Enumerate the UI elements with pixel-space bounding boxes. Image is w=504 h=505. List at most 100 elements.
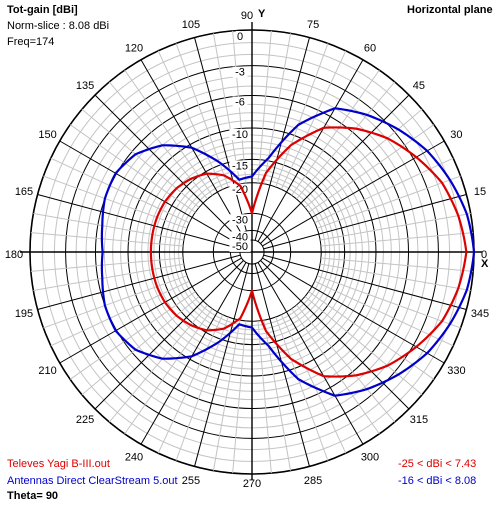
minor-spoke <box>257 320 272 474</box>
angle-tick-label: 345 <box>471 308 489 320</box>
legend-entry-2-range: -16 < dBi < 8.08 <box>398 475 477 487</box>
minor-spoke <box>33 212 184 241</box>
legend-entry-1-name: Televes Yagi B-III.out <box>7 458 110 470</box>
major-spoke <box>94 94 244 244</box>
minor-spoke <box>81 296 200 396</box>
radial-tick-backing <box>232 66 248 78</box>
major-spoke <box>194 37 250 241</box>
major-spoke <box>260 94 410 244</box>
angle-tick-label: 150 <box>38 129 56 141</box>
minor-spoke <box>81 108 200 208</box>
radial-tick-label: -10 <box>232 129 248 141</box>
minor-spoke <box>50 157 190 224</box>
major-spoke <box>59 257 242 364</box>
major-spoke <box>263 194 467 250</box>
major-spoke <box>37 194 241 250</box>
major-spoke <box>59 140 242 247</box>
minor-spoke <box>308 124 435 213</box>
minor-spoke <box>30 257 184 272</box>
minor-spoke <box>69 124 196 213</box>
radial-tick-label: -6 <box>235 97 245 109</box>
radial-tick-backing <box>235 31 245 42</box>
minor-spoke <box>157 50 224 190</box>
major-spoke <box>260 260 410 410</box>
minor-spoke <box>280 50 347 190</box>
minor-spoke <box>304 108 423 208</box>
minor-spoke <box>308 291 435 380</box>
minor-spoke <box>280 314 347 454</box>
angle-tick-label: 210 <box>38 365 56 377</box>
angle-tick-label: 105 <box>182 19 200 31</box>
legend-entry-2-name: Antennas Direct ClearStream 5.out <box>7 475 178 487</box>
minor-spoke <box>296 304 396 423</box>
minor-spoke <box>212 320 241 471</box>
frequency-label: Freq=174 <box>7 36 55 48</box>
angle-tick-label: 90 <box>241 10 253 22</box>
minor-spoke <box>320 257 474 272</box>
radial-tick-backing <box>229 231 251 243</box>
angle-tick-label: 315 <box>410 414 428 426</box>
radial-tick-label: 0 <box>237 31 243 43</box>
minor-spoke <box>316 275 461 329</box>
major-spoke <box>37 254 241 310</box>
minor-spoke <box>296 81 396 200</box>
radial-tick-backing <box>229 160 251 172</box>
major-spoke <box>263 254 467 310</box>
quantity-label: Tot-gain [dBi] <box>7 4 78 16</box>
major-spoke <box>194 263 250 467</box>
radial-tick-label: -15 <box>232 160 248 172</box>
minor-spoke <box>320 232 474 247</box>
minor-spoke <box>69 291 196 380</box>
radial-tick-label: -40 <box>232 231 248 243</box>
angle-tick-label: 195 <box>15 308 33 320</box>
angle-tick-label: 60 <box>364 43 376 55</box>
radial-tick-backing <box>229 183 251 195</box>
minor-spoke <box>291 308 380 435</box>
radial-tick-label: -30 <box>232 214 248 226</box>
minor-spoke <box>124 308 213 435</box>
angle-tick-label: 75 <box>307 19 319 31</box>
plane-title: Horizontal plane <box>407 4 493 16</box>
radial-tick-backing <box>229 240 251 252</box>
radial-tick-backing <box>229 214 251 226</box>
angle-tick-label: 225 <box>76 414 94 426</box>
angle-tick-label: 15 <box>474 186 486 198</box>
angle-tick-label: 330 <box>447 365 465 377</box>
theta-label: Theta= 90 <box>7 490 59 502</box>
major-spoke <box>94 260 244 410</box>
major-spoke <box>257 59 364 242</box>
minor-spoke <box>275 316 329 461</box>
radial-tick-label: -3 <box>235 67 245 79</box>
minor-spoke <box>30 232 184 247</box>
minor-spoke <box>275 43 329 188</box>
minor-spoke <box>257 30 272 184</box>
angle-tick-label: 45 <box>413 80 425 92</box>
minor-spoke <box>320 263 471 292</box>
angle-tick-label: 135 <box>76 80 94 92</box>
norm-slice-label: Norm-slice : 8.08 dBi <box>7 20 110 32</box>
angle-tick-label: 30 <box>450 129 462 141</box>
angle-tick-label: 285 <box>304 475 322 487</box>
minor-spoke <box>33 263 184 292</box>
major-spoke <box>254 263 310 467</box>
radial-tick-backing <box>232 96 248 108</box>
series-2-trace <box>100 107 476 397</box>
angle-tick-label: 270 <box>243 478 261 490</box>
minor-spoke <box>316 175 461 229</box>
major-spoke <box>262 140 445 247</box>
angle-tick-labels: 0 15 30 45 60 75 90 105 120 135 150 165 180 195 210 225… <box>5 10 489 490</box>
minor-spoke <box>43 275 188 329</box>
major-spoke <box>140 59 247 242</box>
angle-tick-label: 300 <box>361 451 379 463</box>
minor-spoke <box>43 175 188 229</box>
radial-tick-label: -50 <box>232 241 248 253</box>
minor-spoke <box>212 33 241 184</box>
angle-tick-label: 0 <box>481 249 487 261</box>
series-1-trace <box>149 126 468 378</box>
y-axis-label: Y <box>258 8 266 20</box>
minor-spoke <box>50 280 190 347</box>
major-spoke <box>257 262 364 445</box>
x-axis-label: X <box>481 258 489 270</box>
radial-tick-backing <box>229 129 251 140</box>
